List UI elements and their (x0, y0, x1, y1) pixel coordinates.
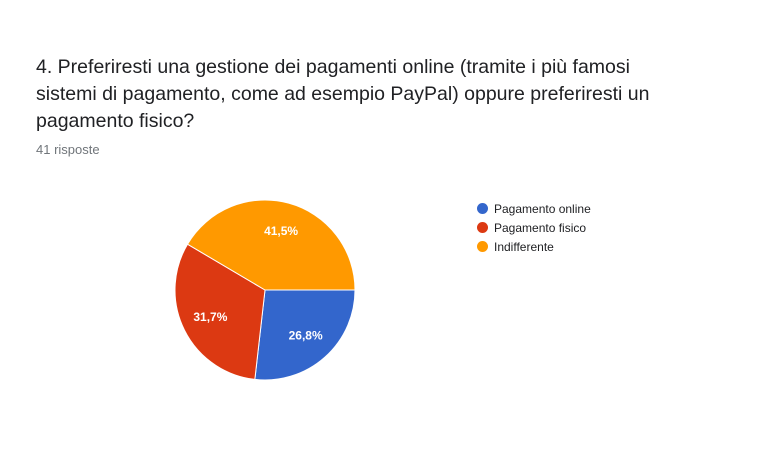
legend-swatch (477, 241, 488, 252)
legend-item[interactable]: Pagamento fisico (477, 218, 591, 237)
pie-labels: 26,8% 31,7% 41,5% (193, 224, 323, 342)
slice-label: 41,5% (264, 224, 298, 238)
legend-swatch (477, 222, 488, 233)
legend-item[interactable]: Indifferente (477, 237, 591, 256)
legend-swatch (477, 203, 488, 214)
legend-item[interactable]: Pagamento online (477, 199, 591, 218)
response-count: 41 risposte (36, 142, 100, 157)
slice-label: 26,8% (289, 329, 323, 343)
chart-legend: Pagamento online Pagamento fisico Indiffer… (477, 199, 591, 256)
question-title: 4. Preferiresti una gestione dei pagamen… (36, 56, 650, 132)
pie-slice[interactable] (254, 289, 356, 381)
slice-label: 31,7% (193, 310, 227, 324)
pie-slices (174, 199, 356, 381)
pie-slice[interactable] (186, 199, 356, 291)
legend-label: Pagamento fisico (494, 220, 587, 235)
legend-label: Pagamento online (494, 201, 591, 216)
legend-label: Indifferente (494, 239, 554, 254)
pie-slice[interactable] (174, 243, 266, 380)
